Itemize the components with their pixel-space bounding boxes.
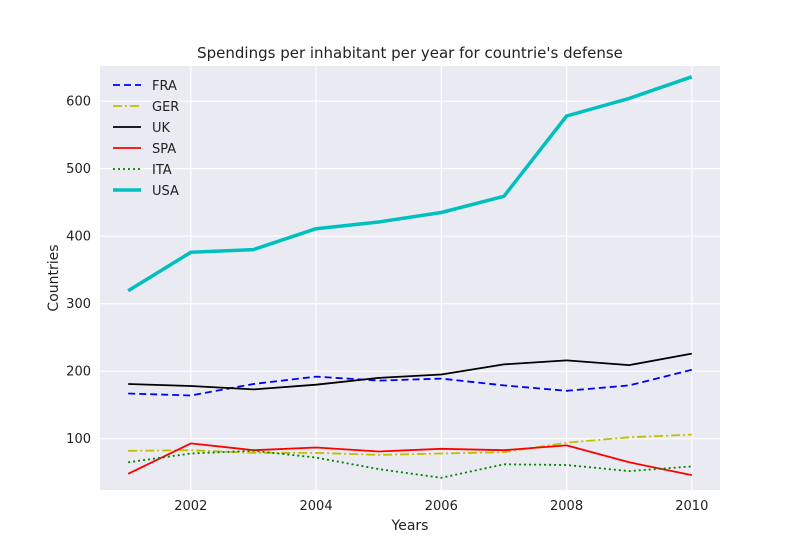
y-tick-label: 200: [66, 365, 91, 380]
x-tick-label: 2010: [675, 499, 708, 514]
grid-lines: [100, 66, 720, 490]
x-axis-label: Years: [391, 518, 429, 534]
series-lines: [127, 75, 693, 479]
x-tick-label: 2008: [550, 499, 583, 514]
legend: FRA GER UK SPA ITA USA: [113, 79, 179, 199]
y-tick-label: 100: [66, 432, 91, 447]
legend-label-spa: SPA: [152, 142, 176, 157]
y-tick-label: 300: [66, 297, 91, 312]
y-tick-label: 500: [66, 162, 91, 177]
series-line-uk: [128, 352, 692, 391]
legend-label-uk: UK: [152, 121, 171, 136]
series-line-usa: [127, 75, 693, 293]
legend-label-ita: ITA: [152, 163, 172, 178]
series-line-fra: [128, 368, 693, 397]
y-axis-label: Countries: [46, 244, 62, 311]
chart-title: Spendings per inhabitant per year for co…: [197, 44, 623, 62]
y-tick-label: 600: [66, 95, 91, 110]
tick-labels: 2002 2004 2006 2008 2010 100 200 300 400 500 600: [66, 95, 708, 514]
series-line-ger: [128, 433, 692, 456]
legend-label-fra: FRA: [152, 79, 177, 94]
plot-area: [100, 66, 720, 490]
legend-label-ger: GER: [152, 100, 179, 115]
y-tick-label: 400: [66, 230, 91, 245]
x-tick-label: 2004: [300, 499, 333, 514]
legend-label-usa: USA: [152, 184, 179, 199]
x-tick-label: 2006: [425, 499, 458, 514]
x-tick-label: 2002: [174, 499, 207, 514]
series-line-spa: [127, 442, 692, 476]
